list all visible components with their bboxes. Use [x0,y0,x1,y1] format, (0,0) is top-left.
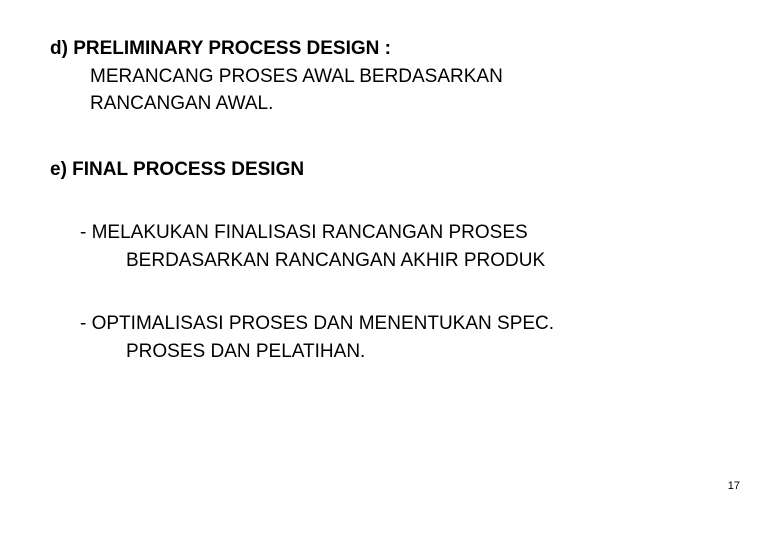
section-e: e) FINAL PROCESS DESIGN - MELAKUKAN FINA… [50,156,730,366]
heading-e: e) FINAL PROCESS DESIGN [50,156,730,184]
bullet-1-line2: BERDASARKAN RANCANGAN AKHIR PRODUK [80,247,730,275]
bullet-2-line1: - OPTIMALISASI PROSES DAN MENENTUKAN SPE… [80,310,730,338]
page-number: 17 [728,480,740,492]
body-d-line1: MERANCANG PROSES AWAL BERDASARKAN [50,63,730,91]
bullet-1: - MELAKUKAN FINALISASI RANCANGAN PROSES … [50,219,730,274]
heading-d: d) PRELIMINARY PROCESS DESIGN : [50,35,730,63]
bullet-1-line1: - MELAKUKAN FINALISASI RANCANGAN PROSES [80,219,730,247]
body-d-line2: RANCANGAN AWAL. [50,90,730,118]
bullet-2: - OPTIMALISASI PROSES DAN MENENTUKAN SPE… [50,310,730,365]
bullet-2-line2: PROSES DAN PELATIHAN. [80,338,730,366]
section-d: d) PRELIMINARY PROCESS DESIGN : MERANCAN… [50,35,730,118]
